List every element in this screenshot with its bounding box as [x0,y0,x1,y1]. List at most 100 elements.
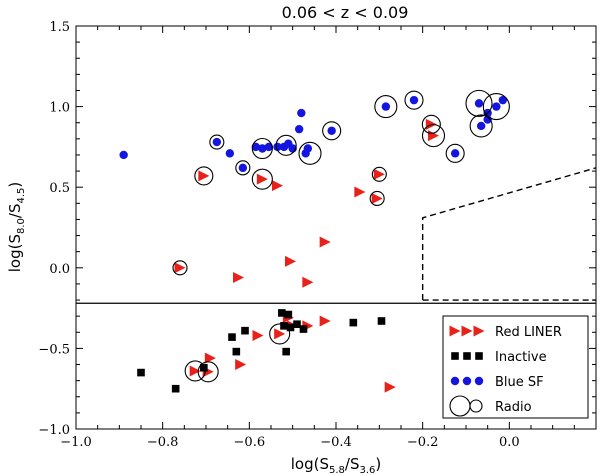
red-liner-point [272,180,283,192]
dashed-boundary-line [421,167,597,301]
radio-point [371,166,387,182]
blue-sf-point [297,108,306,118]
legend-label: Blue SF [495,375,544,390]
radio-point [251,168,273,190]
legend-triangle-marker [461,325,473,337]
y-axis-label: log(S8.0/S4.5) [6,182,27,273]
legend-circle-marker [462,376,472,386]
red-liner-point [384,381,396,393]
y-tick-label: 0.5 [49,181,70,196]
red-liner-point [302,276,314,288]
x-tick-label: −0.4 [320,435,352,450]
blue-sf-point [301,149,310,158]
red-liner-point [189,365,201,377]
axis-ticks [75,25,597,430]
red-liner-point [354,186,366,198]
red-liner-point [198,170,210,182]
radio-point [269,323,291,345]
radio-point [404,90,424,110]
radio-point [469,114,493,138]
red-liner-point [371,192,383,204]
radio-point [421,114,441,134]
blue-sf-point [273,142,282,152]
y-label-sub2: 4.5 [16,188,27,204]
legend-circle-marker [474,376,484,386]
red-liner-point [204,352,216,364]
blue-sf-point [264,142,274,152]
x-axis-label: log(S5.8/S3.6) [291,455,382,475]
red-liner-point [428,130,439,142]
radio-point [197,361,219,383]
radio-point [251,137,273,160]
y-label-end: ) [6,182,24,188]
radio-point [194,166,214,186]
inactive-point [349,318,358,327]
radio-point [322,121,342,141]
inactive-point [282,347,290,356]
blue-sf-point [225,149,235,158]
inactive-point [200,363,208,372]
red-liner-point [174,262,186,274]
x-tick-label: −1.0 [60,435,92,450]
red-liner-point [373,168,385,180]
radio-point [374,95,398,119]
blue-sf-point [294,124,304,134]
red-liner-point [319,236,331,248]
radio-point [209,134,225,150]
y-tick-labels: 1.5 1.0 0.5 0.0 −0.5 −1.0 [38,20,70,438]
y-label-main: log(S [6,234,24,272]
radio-point [184,360,206,382]
y-tick-label: 1.0 [49,101,70,116]
x-label-sub2: 3.6 [359,465,375,475]
red-liner-point [252,330,264,342]
radio-point [235,160,251,176]
blue-sf-point [450,149,460,158]
blue-sf-point [498,95,508,105]
radio-point [172,260,188,276]
legend-label: Radio [495,400,532,415]
radio-point [298,141,322,165]
x-label-main: log(S [291,455,329,473]
inactive-point [280,322,288,330]
legend-square-marker [463,352,471,360]
blue-sf-point [119,150,128,160]
blue-sf-point [251,142,261,152]
y-tick-label: −1.0 [38,423,70,438]
x-tick-label: −0.2 [407,435,439,450]
red-liner-point [235,359,247,371]
legend-square-marker [475,352,483,360]
blue-sf-point [238,163,248,173]
radio-point [421,124,446,148]
data-points [119,89,510,393]
x-label-mid: /S [345,455,360,473]
inactive-point [293,320,301,329]
red-liner-point [285,255,296,267]
legend-label: Inactive [495,350,547,365]
inactive-point [278,309,286,317]
radio-point [275,134,297,156]
legend-label: Red LINER [495,325,562,340]
red-liner-point [256,173,268,185]
inactive-point [377,317,386,325]
blue-sf-point [409,95,419,105]
radio-point [369,190,385,207]
radio-point [465,89,493,117]
dashed-boundary [421,167,597,301]
legend-square-marker [451,352,459,360]
inactive-point [137,368,145,377]
inactive-point [171,384,180,393]
x-tick-label: −0.6 [234,435,266,450]
red-liner-point [274,328,286,340]
legend-triangle-marker [449,325,461,337]
inactive-point [228,333,236,341]
blue-sf-point [258,144,267,153]
y-tick-label: 1.5 [49,20,70,35]
inactive-point [286,323,295,332]
blue-sf-point [212,137,222,147]
legend-ring-small [469,399,483,413]
red-liner-point [319,315,331,327]
red-liner-point [233,271,244,283]
legend: Red LINER Inactive Blue SF Radio [442,315,589,419]
chart-title: 0.06 < z < 0.09 [282,3,409,22]
